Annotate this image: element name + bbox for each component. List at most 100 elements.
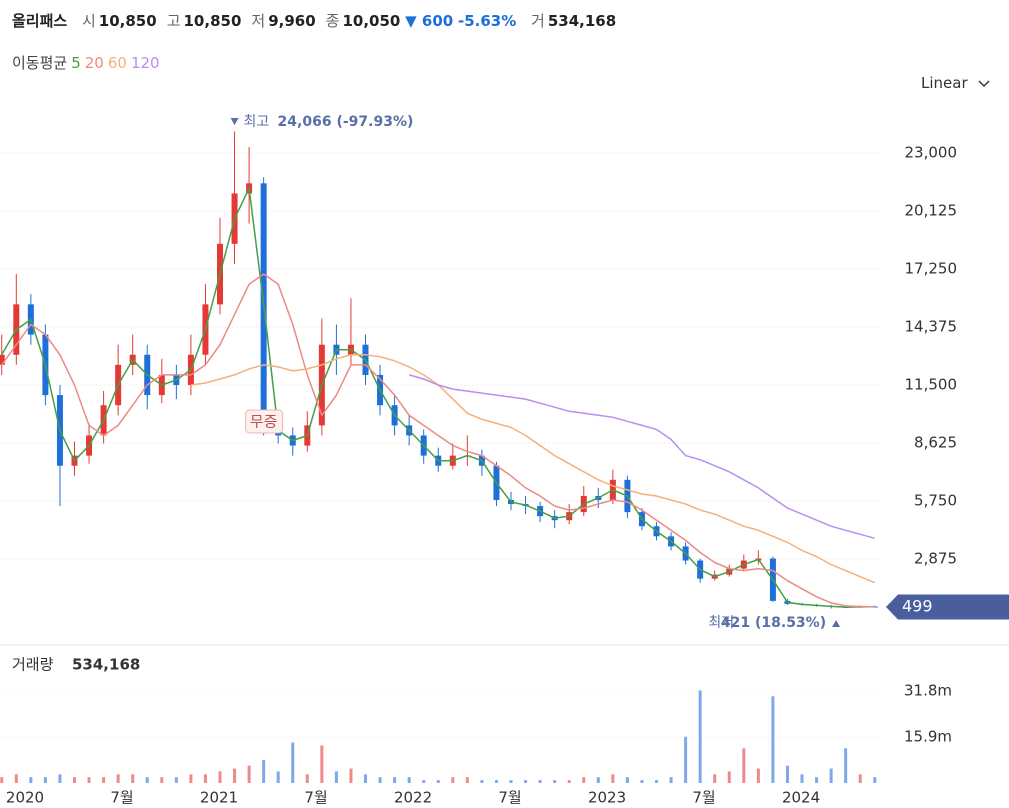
ma-line: [408, 374, 875, 540]
volume-bar: [596, 777, 600, 783]
volume-bar: [800, 774, 804, 783]
volume-bar: [305, 774, 309, 783]
volume-bar: [189, 774, 193, 783]
volume-bar: [509, 780, 513, 783]
volume-bar: [29, 777, 33, 783]
volume-bar: [334, 771, 338, 783]
stat-label: 종: [325, 12, 340, 30]
x-tick-label: 2024: [782, 789, 820, 807]
stock-name: 올리패스: [12, 12, 68, 30]
volume-bar: [233, 768, 237, 783]
ma-line: [190, 354, 876, 584]
low-label: 최저: [708, 615, 734, 631]
stat-label: 시: [81, 12, 96, 30]
volume-bar: [742, 748, 746, 783]
volume-bar: [451, 777, 455, 783]
quote-header: 올리패스 시 10,850 고 10,850 저 9,960 종 10,050 ▼ 600 -…: [12, 10, 616, 31]
x-tick-label: 7월: [110, 789, 133, 807]
legend-item: 20: [84, 54, 104, 72]
volume-bar: [727, 771, 731, 783]
volume-bar: [116, 774, 120, 783]
ma-line: [1, 185, 875, 608]
last-price: 499: [902, 596, 933, 615]
high-arrow: [230, 118, 239, 125]
x-tick-label: 2022: [394, 789, 432, 807]
volume-bar: [72, 777, 76, 783]
volume-bar: [174, 777, 178, 783]
volume-bar: [43, 777, 47, 783]
chevron: [978, 79, 990, 87]
volume-bar: [655, 780, 659, 783]
change-pct: -5.63%: [458, 12, 517, 30]
x-tick-label: 2023: [588, 789, 626, 807]
volume-bar: [0, 777, 4, 783]
ma-legend: 이동평균 5 20 60 120: [12, 52, 164, 73]
volume-bar: [364, 774, 368, 783]
volume-bar: [218, 771, 222, 783]
volume-bar: [276, 771, 280, 783]
volume-bar: [203, 774, 207, 783]
volume-bar: [131, 774, 135, 783]
volume-bar: [756, 768, 760, 783]
volume-bar: [480, 780, 484, 783]
low-arrow: [832, 620, 841, 627]
stat-value: 10,050: [342, 12, 401, 30]
legend-item: 120: [130, 54, 160, 72]
volume-bar: [640, 780, 644, 783]
quote-stats: 시 10,850 고 10,850 저 9,960 종 10,050: [72, 12, 400, 30]
stat-value: 9,960: [268, 12, 316, 30]
stat-label: 저: [251, 12, 266, 30]
scale-selector[interactable]: Linear: [921, 74, 990, 92]
volume-bar: [785, 765, 789, 783]
y-tick-label: 11,500: [905, 376, 958, 394]
volume-bar: [713, 774, 717, 783]
volume-bar: [494, 780, 498, 783]
volume-bar: [538, 780, 542, 783]
volume-bar: [771, 696, 775, 783]
volume-bar: [611, 774, 615, 783]
legend-item: 60: [107, 54, 127, 72]
high-text: 24,066 (-97.93%): [278, 114, 414, 130]
x-tick-label: 7월: [498, 789, 521, 807]
volume-bar: [582, 777, 586, 783]
legend-title: 이동평균: [12, 54, 68, 72]
volume-bar: [858, 774, 862, 783]
stat-value: 10,850: [183, 12, 242, 30]
volume-bar: [160, 777, 164, 783]
volume-bar: [436, 780, 440, 783]
ma-line: [1, 273, 875, 608]
low-text: 421 (18.53%): [721, 615, 826, 631]
volume-bar: [102, 777, 106, 783]
event-badge: [245, 409, 284, 434]
volume-bar: [873, 777, 877, 783]
y-tick-label: 20,125: [905, 202, 958, 220]
volume-bar: [262, 759, 266, 783]
volume-bar: [567, 780, 571, 783]
y-tick-label: 17,250: [905, 260, 958, 278]
volume-value: 534,168: [72, 656, 140, 674]
x-tick-label: 2020: [6, 789, 44, 807]
y-tick-label: 5,750: [914, 492, 957, 510]
change: ▼ 600: [405, 12, 454, 30]
volume-bar: [465, 777, 469, 783]
volume-bar: [320, 745, 324, 783]
volume-bar: [247, 765, 251, 783]
y-tick-label: 23,000: [905, 144, 958, 162]
volume-bar: [87, 777, 91, 783]
volume-bar: [378, 777, 382, 783]
volume-bar: [58, 774, 62, 783]
volume-label: 거: [531, 12, 545, 30]
volume-title: 거래량: [12, 656, 54, 674]
volume-bar: [422, 780, 426, 783]
scale-label: Linear: [921, 74, 968, 92]
y-tick-label: 8,625: [914, 434, 957, 452]
x-tick-label: 7월: [692, 789, 715, 807]
volume-bar: [815, 777, 819, 783]
high-label: 최고: [244, 114, 270, 130]
y-tick-label: 31.8m: [904, 682, 952, 700]
event-label: 무증: [250, 413, 278, 431]
y-tick-label: 2,875: [914, 550, 957, 568]
volume-bar: [684, 736, 688, 783]
